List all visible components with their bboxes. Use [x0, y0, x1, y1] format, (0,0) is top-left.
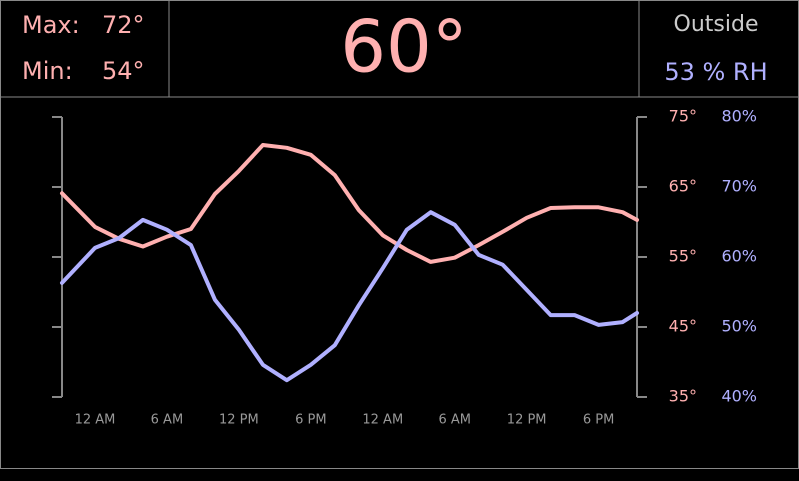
y-tick-label: 75° [669, 107, 697, 126]
x-tick-label: 6 AM [438, 413, 471, 428]
series-line [60, 143, 639, 264]
min-value: 54° [102, 57, 145, 85]
series-line [60, 210, 639, 383]
y-tick-label: 35° [669, 387, 697, 406]
x-tick-label: 12 AM [362, 413, 403, 428]
max-label: Max: [22, 11, 80, 39]
x-tick-label: 6 PM [295, 413, 326, 428]
x-tick-label: 6 AM [151, 413, 184, 428]
outside-label: Outside [674, 12, 759, 37]
y2-tick-label: 70% [721, 177, 757, 196]
y2-tick-label: 60% [721, 247, 757, 266]
x-tick-label: 12 PM [507, 413, 547, 428]
x-tick-label: 12 AM [75, 413, 116, 428]
y-tick-label: 45° [669, 317, 697, 336]
y-tick-label: 55° [669, 247, 697, 266]
y2-tick-label: 50% [721, 317, 757, 336]
min-label: Min: [22, 57, 73, 85]
y2-tick-label: 80% [721, 107, 757, 126]
max-value: 72° [102, 11, 145, 39]
y2-tick-label: 40% [721, 387, 757, 406]
x-tick-label: 6 PM [583, 413, 614, 428]
outside-humidity: 53 % RH [664, 58, 767, 86]
current-temp: 60° [340, 5, 468, 89]
y-tick-label: 65° [669, 177, 697, 196]
x-tick-label: 12 PM [219, 413, 259, 428]
